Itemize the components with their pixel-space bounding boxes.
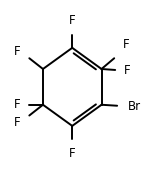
Text: F: F bbox=[69, 147, 76, 160]
Text: F: F bbox=[124, 64, 131, 77]
Text: Br: Br bbox=[128, 100, 141, 113]
Text: F: F bbox=[14, 116, 20, 129]
Text: F: F bbox=[14, 98, 20, 111]
Text: F: F bbox=[69, 14, 76, 27]
Text: F: F bbox=[123, 38, 129, 51]
Text: F: F bbox=[14, 45, 20, 58]
